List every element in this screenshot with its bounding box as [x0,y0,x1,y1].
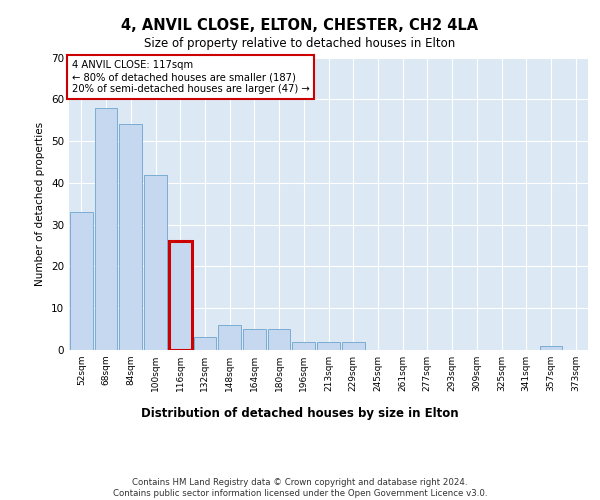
Bar [243,329,266,350]
Text: Contains HM Land Registry data © Crown copyright and database right 2024.
Contai: Contains HM Land Registry data © Crown c… [113,478,487,498]
Y-axis label: Number of detached properties: Number of detached properties [35,122,46,286]
Text: 4, ANVIL CLOSE, ELTON, CHESTER, CH2 4LA: 4, ANVIL CLOSE, ELTON, CHESTER, CH2 4LA [121,18,479,32]
Bar [70,212,93,350]
Bar [317,342,340,350]
Text: 4 ANVIL CLOSE: 117sqm
← 80% of detached houses are smaller (187)
20% of semi-det: 4 ANVIL CLOSE: 117sqm ← 80% of detached … [71,60,310,94]
Bar [268,329,290,350]
Bar [194,338,216,350]
Bar [292,342,315,350]
Bar [144,174,167,350]
Bar [342,342,365,350]
Bar [95,108,118,350]
Text: Distribution of detached houses by size in Elton: Distribution of detached houses by size … [141,408,459,420]
Bar [539,346,562,350]
Bar [169,242,191,350]
Text: Size of property relative to detached houses in Elton: Size of property relative to detached ho… [145,38,455,51]
Bar [218,325,241,350]
Bar [119,124,142,350]
